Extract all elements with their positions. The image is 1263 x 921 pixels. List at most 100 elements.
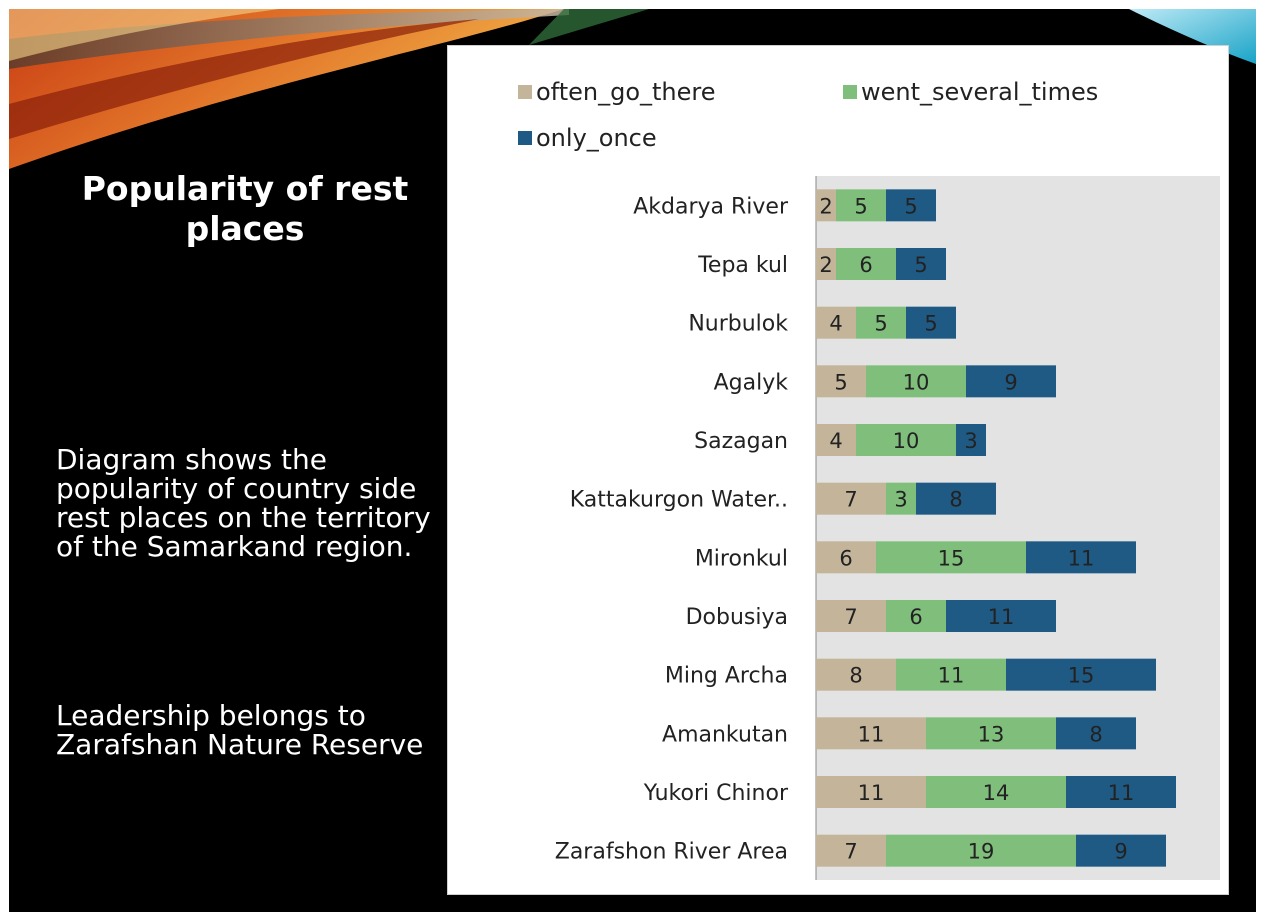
bar-segment-only-once bbox=[916, 482, 996, 515]
category-label: Tepa kul bbox=[697, 253, 788, 278]
bar-segment-often-go-there bbox=[816, 834, 886, 867]
bar-segment-only-once bbox=[1066, 776, 1176, 808]
bar-segment-often-go-there bbox=[816, 658, 896, 691]
category-label: Amankutan bbox=[662, 722, 788, 747]
category-label: Sazagan bbox=[694, 429, 788, 454]
legend-label-only-once: only_once bbox=[536, 124, 657, 152]
chart-panel: often_go_there went_several_times only_o… bbox=[447, 45, 1229, 895]
data-label: 11 bbox=[858, 722, 885, 746]
bar-segment-went-several-times bbox=[866, 365, 966, 398]
data-label: 13 bbox=[978, 722, 1005, 746]
bar-segment-went-several-times bbox=[926, 776, 1066, 808]
bar-segment-went-several-times bbox=[856, 306, 906, 339]
legend-item-went-several-times: went_several_times bbox=[843, 78, 1098, 106]
data-label: 7 bbox=[844, 840, 857, 864]
bar-segment-often-go-there bbox=[816, 482, 886, 515]
data-label: 15 bbox=[1068, 664, 1095, 688]
data-label: 5 bbox=[834, 370, 847, 394]
data-label: 14 bbox=[983, 781, 1010, 805]
bar-segment-often-go-there bbox=[816, 189, 836, 222]
data-label: 9 bbox=[1004, 370, 1017, 394]
plot-area bbox=[816, 176, 1220, 880]
bar-segment-went-several-times bbox=[886, 482, 916, 515]
data-label: 2 bbox=[819, 194, 832, 218]
bar-segment-often-go-there bbox=[816, 306, 856, 339]
data-label: 3 bbox=[894, 488, 907, 512]
bar-segment-went-several-times bbox=[896, 658, 1006, 691]
data-label: 7 bbox=[844, 605, 857, 629]
data-label: 6 bbox=[859, 253, 872, 277]
data-label: 4 bbox=[829, 429, 842, 453]
data-label: 5 bbox=[904, 194, 917, 218]
category-label: Mironkul bbox=[695, 546, 788, 571]
category-label: Ming Archa bbox=[665, 664, 788, 689]
data-label: 11 bbox=[988, 605, 1015, 629]
legend-item-only-once: only_once bbox=[518, 124, 657, 152]
category-label: Akdarya River bbox=[633, 194, 789, 219]
bar-segment-often-go-there bbox=[816, 248, 836, 280]
slide-title: Popularity of rest places bbox=[81, 169, 409, 248]
bar-segment-often-go-there bbox=[816, 776, 926, 808]
bar-segment-only-once bbox=[1006, 658, 1156, 691]
data-label: 8 bbox=[949, 488, 962, 512]
data-label: 7 bbox=[844, 488, 857, 512]
bar-segment-went-several-times bbox=[886, 834, 1076, 867]
data-label: 15 bbox=[938, 546, 965, 570]
data-label: 5 bbox=[854, 194, 867, 218]
bar-segment-often-go-there bbox=[816, 424, 856, 456]
data-label: 9 bbox=[1114, 840, 1127, 864]
data-label: 10 bbox=[903, 370, 930, 394]
data-label: 8 bbox=[849, 664, 862, 688]
data-label: 11 bbox=[858, 781, 885, 805]
legend-swatch-often-go-there bbox=[518, 85, 532, 99]
bar-segment-went-several-times bbox=[856, 424, 956, 456]
data-label: 2 bbox=[819, 253, 832, 277]
bar-segment-only-once bbox=[946, 600, 1056, 632]
bar-segment-often-go-there bbox=[816, 541, 876, 574]
data-label: 11 bbox=[938, 664, 965, 688]
category-label: Zarafshon River Area bbox=[555, 840, 788, 865]
bar-segment-went-several-times bbox=[926, 717, 1056, 750]
legend-swatch-only-once bbox=[518, 131, 532, 145]
bar-segment-often-go-there bbox=[816, 717, 926, 750]
bar-segment-often-go-there bbox=[816, 365, 866, 398]
data-label: 3 bbox=[964, 429, 977, 453]
bar-segment-only-once bbox=[1076, 834, 1166, 867]
data-label: 11 bbox=[1068, 546, 1095, 570]
bar-segment-often-go-there bbox=[816, 600, 886, 632]
category-label: Nurbulok bbox=[688, 312, 788, 337]
slide: Popularity of rest places Diagram shows … bbox=[9, 9, 1256, 912]
legend-swatch-went-several-times bbox=[843, 85, 857, 99]
data-label: 4 bbox=[829, 312, 842, 336]
category-label: Kattakurgon Water.. bbox=[570, 488, 788, 513]
bar-segment-only-once bbox=[886, 189, 936, 222]
data-label: 5 bbox=[924, 312, 937, 336]
bar-segment-only-once bbox=[906, 306, 956, 339]
description-text: Diagram shows the popularity of country … bbox=[56, 443, 431, 563]
bar-segment-went-several-times bbox=[876, 541, 1026, 574]
data-label: 5 bbox=[914, 253, 927, 277]
leadership-text: Leadership belongs to Zarafshan Nature R… bbox=[56, 699, 424, 761]
legend-item-often-go-there: often_go_there bbox=[518, 78, 716, 106]
category-label: Yukori Chinor bbox=[643, 781, 789, 806]
data-label: 19 bbox=[968, 840, 995, 864]
chart-legend: often_go_there went_several_times only_o… bbox=[448, 46, 1228, 166]
category-label: Agalyk bbox=[714, 370, 789, 395]
bar-segment-only-once bbox=[966, 365, 1056, 398]
data-label: 10 bbox=[893, 429, 920, 453]
data-label: 6 bbox=[909, 605, 922, 629]
legend-label-often-go-there: often_go_there bbox=[536, 78, 716, 106]
bar-segment-only-once bbox=[1056, 717, 1136, 750]
data-label: 5 bbox=[874, 312, 887, 336]
bar-segment-went-several-times bbox=[886, 600, 946, 632]
legend-label-went-several-times: went_several_times bbox=[861, 78, 1099, 106]
bar-segment-only-once bbox=[956, 424, 986, 456]
bar-segment-only-once bbox=[1026, 541, 1136, 574]
bar-segment-went-several-times bbox=[836, 248, 896, 280]
bar-segment-only-once bbox=[896, 248, 946, 280]
category-label: Dobusiya bbox=[686, 605, 788, 630]
data-label: 11 bbox=[1108, 781, 1135, 805]
bar-segment-went-several-times bbox=[836, 189, 886, 222]
data-label: 8 bbox=[1089, 722, 1102, 746]
